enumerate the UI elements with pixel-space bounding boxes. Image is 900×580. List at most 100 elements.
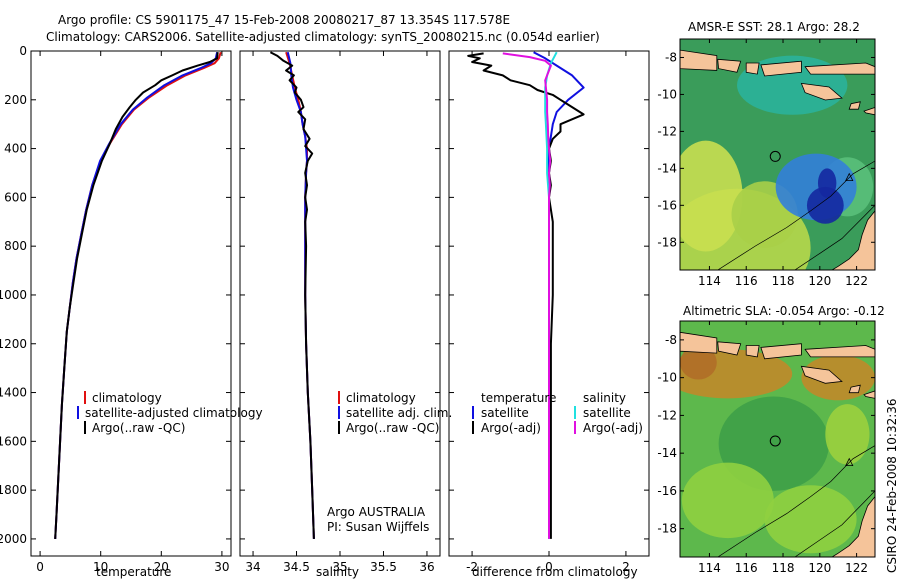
climatology-line: [54, 51, 222, 539]
depth-tick-label: 1200: [0, 337, 27, 351]
temperature-legend: climatology satellite-adjusted climatolo…: [77, 391, 263, 435]
land-island: [804, 345, 875, 358]
difference-x-axis: -2 0 2: [449, 50, 649, 574]
land-island: [680, 49, 718, 71]
lat-tick-label: -18: [657, 522, 677, 536]
salinity-argo-adj-line: [502, 52, 552, 539]
lat-tick-label: -16: [657, 484, 677, 498]
bathymetry-contour: [717, 160, 875, 270]
lon-tick-label: 114: [698, 561, 721, 575]
x-tick-label: 0: [36, 560, 44, 574]
lon-tick-label: 120: [808, 274, 831, 288]
land-island: [800, 365, 843, 384]
credit-timestamp: CSIRO 24-Feb-2008 10:32:36: [885, 398, 899, 573]
depth-tick-label: 200: [4, 93, 27, 107]
depth-tick-label: 1600: [0, 434, 27, 448]
map-field-patch: [817, 168, 837, 198]
depth-tick-label: 1000: [0, 288, 27, 302]
lon-tick-label: 118: [772, 274, 795, 288]
x-tick-label: 36: [419, 560, 434, 574]
land-island: [848, 101, 861, 110]
legend-label-temp-argo: Argo(-adj): [481, 421, 541, 435]
lat-tick-label: -14: [657, 161, 677, 175]
temperature-argo-adj-line: [467, 52, 585, 539]
argo-raw-qc-line: [269, 51, 315, 539]
legend-label-argo: Argo(..raw -QC): [92, 421, 185, 435]
lon-tick-label: 122: [845, 561, 868, 575]
x-tick-label: 2: [622, 560, 630, 574]
legend-label-climatology: climatology: [346, 391, 416, 405]
sla-map-field: [680, 321, 875, 557]
land-australia: [831, 495, 875, 557]
lat-tick-label: -12: [657, 124, 677, 138]
depth-tick-label: 400: [4, 142, 27, 156]
depth-tick-label: 600: [4, 190, 27, 204]
salinity-plot-frame: [239, 50, 441, 557]
lon-tick-label: 116: [735, 561, 758, 575]
sst-map-axes: 114 116 118 120 122 -8 -10 -12 -14 -16 -18: [657, 39, 875, 288]
x-tick-label: 35.5: [370, 560, 397, 574]
temperature-satellite-line: [533, 51, 585, 539]
lat-tick-label: -18: [657, 235, 677, 249]
land-island: [745, 345, 760, 358]
sla-map-axes: 114 116 118 120 122 -8 -10 -12 -14 -16 -18: [657, 321, 875, 575]
land-island: [863, 390, 875, 399]
lat-tick-label: -8: [665, 50, 677, 64]
map-field-patch: [764, 485, 857, 554]
sla-map-title: Altimetric SLA: -0.054 Argo: -0.12: [683, 304, 885, 318]
figure-title-line1: Argo profile: CS 5901175_47 15-Feb-2008 …: [58, 13, 510, 27]
lat-tick-label: -10: [657, 87, 677, 101]
salinity-panel: 34 34.5 35 35.5 36 salinity climatology sate…: [239, 50, 452, 579]
sst-map-title: AMSR-E SST: 28.1 Argo: 28.2: [688, 20, 860, 34]
lon-tick-label: 118: [772, 561, 795, 575]
figure-title-line2: Climatology: CARS2006. Satellite-adjuste…: [46, 30, 600, 44]
difference-lines: [467, 51, 585, 539]
satellite-adjusted-climatology-line: [54, 51, 219, 539]
lon-tick-label: 122: [845, 274, 868, 288]
argo-raw-qc-line: [54, 52, 219, 539]
difference-legend: temperature salinity satellite Argo(-adj…: [472, 391, 643, 435]
depth-tick-label: 800: [4, 239, 27, 253]
float-position-marker: [769, 435, 781, 447]
x-tick-label: 35: [332, 560, 347, 574]
difference-panel: -2 0 2 difference from climatology tempera…: [448, 50, 650, 579]
land-island: [863, 106, 875, 116]
depth-tick-label: 1800: [0, 483, 27, 497]
lat-tick-label: -12: [657, 408, 677, 422]
land-island: [717, 341, 742, 356]
temperature-axis-label: temperature: [96, 565, 171, 579]
land-island: [760, 343, 802, 360]
depth-axis: 0 200 400 600 800 1000 1200 1400 1600 1800 2000: [0, 44, 36, 546]
temperature-plot-frame: [30, 50, 232, 557]
sla-map-frame: [679, 320, 876, 558]
temperature-lines: [54, 51, 222, 539]
legend-label-argo: Argo(..raw -QC): [346, 421, 439, 435]
lat-tick-label: -16: [657, 198, 677, 212]
map-field-patch: [825, 404, 870, 465]
land-island: [745, 62, 760, 75]
lat-tick-label: -10: [657, 371, 677, 385]
sst-map-frame: [679, 38, 876, 271]
temperature-panel: 0 200 400 600 800 1000 1200 1400 1600 1800 2000 0 1…: [0, 44, 263, 579]
x-tick-label: 34: [245, 560, 260, 574]
lat-tick-label: -14: [657, 446, 677, 460]
depth-tick-label: 1400: [0, 386, 27, 400]
legend-label-satellite-adj: satellite adj. clim.: [346, 406, 452, 420]
lon-tick-label: 120: [808, 561, 831, 575]
salinity-lines: [269, 51, 315, 539]
map-field-patch: [680, 345, 717, 380]
lon-tick-label: 116: [735, 274, 758, 288]
climatology-line: [285, 51, 315, 539]
pi-annotation: PI: Susan Wijffels: [327, 520, 429, 534]
sst-map-panel: AMSR-E SST: 28.1 Argo: 28.2 114 116 118 120…: [657, 20, 876, 288]
map-field-patch: [681, 462, 774, 539]
lat-tick-label: -8: [665, 333, 677, 347]
map-field-patch: [806, 186, 844, 224]
salinity-axis-label: salinity: [316, 565, 359, 579]
land-island: [680, 331, 718, 354]
depth-tick-label: 2000: [0, 532, 27, 546]
legend-group-salinity: salinity: [583, 391, 626, 405]
legend-label-climatology: climatology: [92, 391, 162, 405]
land-island: [804, 62, 875, 75]
